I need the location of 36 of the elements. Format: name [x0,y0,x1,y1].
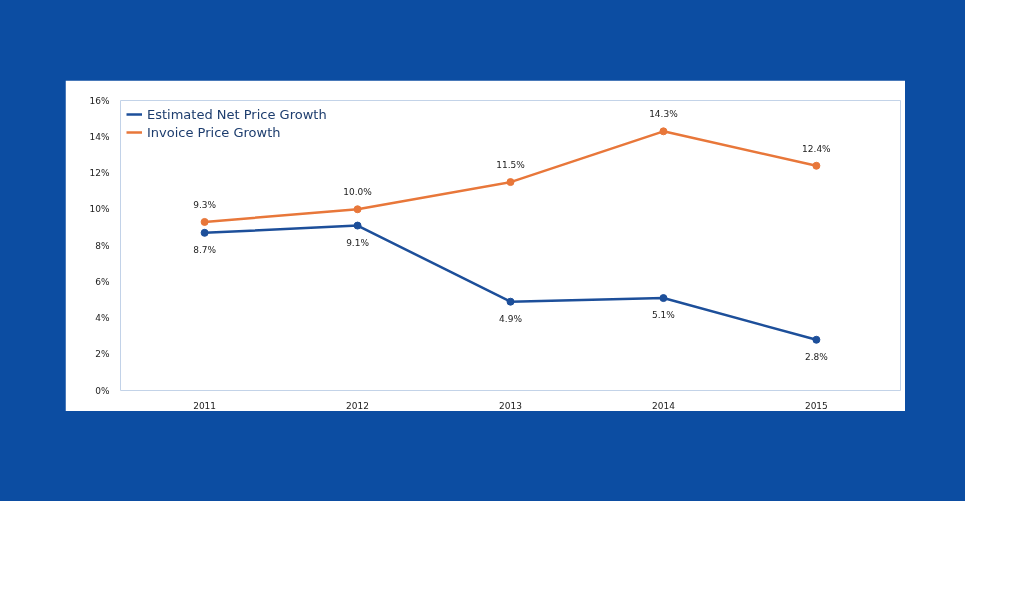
point [659,294,668,303]
y-tick-label: 12% [89,168,110,178]
point [659,127,668,136]
y-tick-label: 6% [95,276,110,287]
x-tick-label: 2013 [499,400,522,411]
y-tick-label: 10% [89,204,110,215]
x-tick-label: 2012 [346,400,370,411]
y-tick-label: 0% [95,385,110,396]
point [353,221,362,230]
y-tick-label: 8% [95,240,110,251]
y-tick-label: 2% [95,349,110,360]
y-tick-label: 4% [95,313,110,323]
data-label: 5.1% [652,310,676,321]
legend-label: Invoice Price Growth [147,124,281,140]
point [812,335,821,344]
point [506,178,515,187]
point [200,217,209,226]
point [506,297,515,306]
data-label: 4.9% [499,313,523,324]
data-label: 11.5% [496,160,526,171]
data-label: 8.7% [193,244,217,255]
data-label: 12.4% [802,143,832,154]
point [812,161,821,170]
point [353,205,362,214]
data-label: 14.3% [649,109,679,120]
data-label: 9.1% [346,237,370,248]
data-label: 2.8% [804,351,829,362]
y-tick-label: 16% [89,95,110,106]
data-label: 9.3% [193,199,217,210]
y-tick-label: 14% [89,131,110,142]
point [200,228,209,237]
x-tick-label: 2011 [193,400,217,411]
data-label: 10.0% [343,187,373,198]
x-tick-label: 2014 [651,400,676,411]
legend-label: Estimated Net Price Growth [147,106,327,122]
x-tick-label: 2015 [804,400,828,411]
